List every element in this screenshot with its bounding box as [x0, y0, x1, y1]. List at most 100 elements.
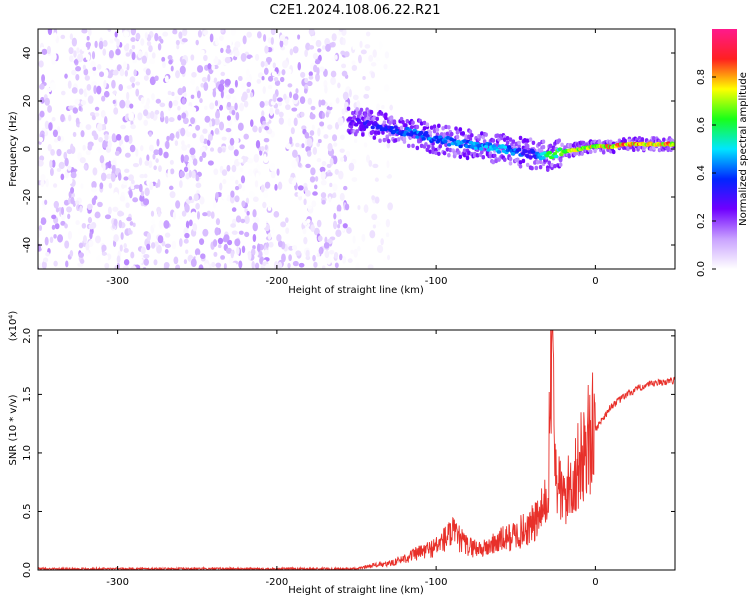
- heatmap-cell: [389, 104, 393, 111]
- heatmap-cell: [80, 183, 84, 189]
- heatmap-cell: [69, 250, 74, 258]
- heatmap-cell: [125, 99, 131, 109]
- heatmap-cell: [159, 102, 166, 108]
- heatmap-cell: [97, 201, 103, 208]
- heatmap-cell: [252, 209, 257, 218]
- heatmap-cell: [79, 205, 83, 213]
- heatmap-cell: [344, 51, 350, 58]
- heatmap-cell: [244, 231, 250, 238]
- heatmap-cell: [241, 200, 246, 208]
- heatmap-cell: [130, 179, 135, 185]
- heatmap-cell: [340, 50, 346, 56]
- heatmap-cell: [279, 40, 284, 48]
- heatmap-cell: [327, 124, 333, 130]
- heatmap-cell: [87, 216, 93, 224]
- heatmap-cell: [278, 117, 284, 125]
- heatmap-cell: [428, 149, 433, 154]
- heatmap-cell: [185, 220, 190, 229]
- heatmap-cell: [105, 195, 110, 201]
- heatmap-cell: [39, 155, 45, 162]
- heatmap-cell: [79, 258, 85, 264]
- heatmap-cell: [83, 68, 89, 76]
- heatmap-cell: [277, 240, 283, 248]
- heatmap-cell: [75, 117, 80, 125]
- heatmap-cell: [497, 137, 501, 142]
- heatmap-cell: [325, 43, 331, 52]
- heatmap-cell: [130, 124, 136, 130]
- heatmap-cell: [316, 252, 320, 258]
- heatmap-cell: [235, 137, 239, 144]
- heatmap-cell: [523, 149, 528, 154]
- heatmap-cell: [169, 132, 175, 141]
- heatmap-cell: [458, 144, 463, 149]
- heatmap-cell: [220, 255, 226, 260]
- heatmap-cell: [273, 210, 280, 218]
- heatmap-cell: [372, 163, 379, 169]
- heatmap-cell: [568, 142, 573, 148]
- heatmap-cell: [267, 57, 271, 65]
- heatmap-cell: [167, 168, 171, 178]
- heatmap-cell: [352, 115, 357, 120]
- heatmap-cell: [44, 97, 50, 106]
- heatmap-cell: [119, 68, 125, 77]
- heatmap-cell: [229, 137, 235, 146]
- heatmap-cell: [517, 147, 522, 152]
- heatmap-cell: [167, 90, 172, 96]
- heatmap-cell: [190, 78, 196, 85]
- heatmap-cell: [140, 246, 146, 255]
- heatmap-cell: [355, 262, 360, 269]
- heatmap-cell: [94, 211, 101, 219]
- heatmap-cell: [335, 229, 342, 238]
- heatmap-cell: [588, 149, 593, 155]
- heatmap-cell: [426, 144, 431, 149]
- heatmap-cell: [122, 265, 129, 269]
- heatmap-cell: [338, 29, 344, 32]
- heatmap-cell: [316, 67, 320, 76]
- heatmap-cell: [60, 34, 66, 40]
- snr-panel: -300 -200 -100 0 0.0 0.5 1.0 1.5 2.0 Height of …: [8, 311, 676, 596]
- heatmap-cell: [261, 76, 265, 81]
- heatmap-cell: [378, 138, 382, 143]
- heatmap-cell: [372, 224, 376, 229]
- heatmap-cell: [271, 228, 275, 235]
- heatmap-cell: [143, 173, 148, 179]
- heatmap-cell: [359, 107, 364, 113]
- heatmap-cell: [560, 142, 564, 148]
- heatmap-cell: [384, 170, 389, 176]
- heatmap-cell: [82, 235, 87, 244]
- heatmap-cell: [307, 97, 313, 105]
- heatmap-cell: [215, 218, 221, 226]
- heatmap-cell: [252, 217, 256, 222]
- heatmap-cell: [462, 148, 467, 153]
- heatmap-cell: [449, 131, 454, 137]
- heatmap-cell: [324, 84, 328, 94]
- heatmap-cell: [515, 157, 520, 163]
- heatmap-cell: [342, 256, 347, 264]
- heatmap-cell: [124, 135, 130, 143]
- heatmap-cell: [251, 260, 255, 269]
- heatmap-cell: [202, 29, 209, 36]
- heatmap-cell: [259, 100, 265, 108]
- heatmap-cell: [652, 136, 656, 141]
- heatmap-cell: [48, 122, 53, 131]
- x-tick-label: -100: [425, 276, 448, 287]
- heatmap-cell: [246, 31, 252, 38]
- heatmap-cell: [64, 73, 68, 79]
- heatmap-cell: [145, 101, 150, 107]
- heatmap-cell: [191, 107, 197, 113]
- heatmap-cell: [126, 216, 132, 222]
- heatmap-cell: [70, 196, 75, 205]
- heatmap-cell: [376, 130, 381, 135]
- heatmap-cell: [133, 184, 141, 189]
- heatmap-cell: [274, 108, 280, 115]
- heatmap-cell: [192, 132, 197, 139]
- heatmap-cell: [263, 156, 269, 163]
- heatmap-cell: [553, 154, 559, 159]
- heatmap-cell: [65, 260, 69, 268]
- heatmap-cell: [130, 265, 137, 269]
- heatmap-cell: [312, 52, 319, 60]
- heatmap-cell: [442, 132, 447, 137]
- heatmap-cell: [202, 212, 208, 217]
- heatmap-cell: [237, 75, 243, 82]
- heatmap-cell: [202, 128, 208, 134]
